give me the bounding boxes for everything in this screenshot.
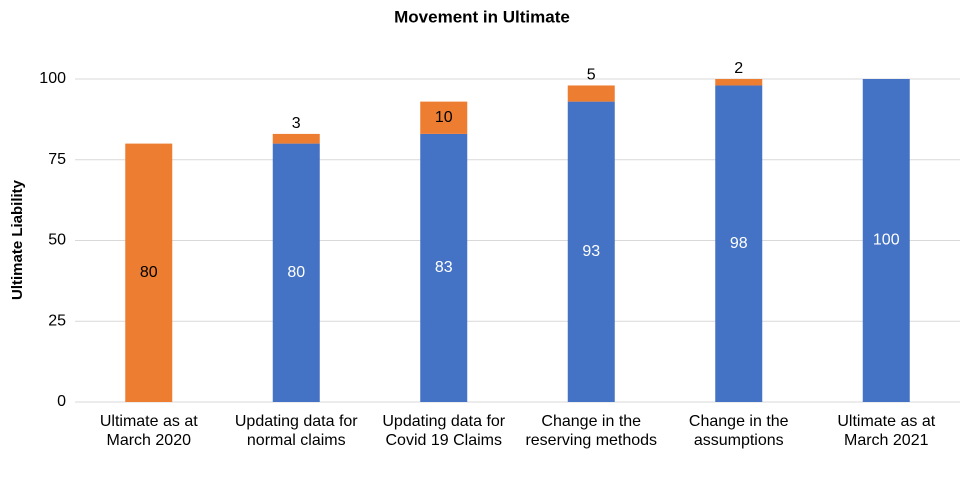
bar-segment	[420, 133, 468, 402]
data-label: 10	[435, 109, 453, 126]
y-tick-label: 50	[48, 232, 66, 249]
x-tick-label: Updating data for normal claims	[234, 413, 358, 449]
y-tick-label: 75	[48, 151, 66, 168]
data-label: 80	[140, 264, 158, 281]
data-label: 5	[587, 67, 596, 84]
bar-segment	[272, 143, 320, 402]
data-label: 93	[582, 243, 600, 260]
x-tick-label: Ultimate as at March 2021	[837, 413, 936, 449]
data-label: 2	[734, 60, 743, 77]
data-label: 100	[873, 232, 900, 249]
y-tick-label: 25	[48, 312, 66, 329]
data-label: 3	[292, 115, 301, 132]
x-tick-label: Updating data for Covid 19 Claims	[382, 413, 506, 449]
x-tick-label: Ultimate as at March 2020	[99, 413, 198, 449]
x-tick-label: Change in the assumptions	[688, 413, 789, 449]
chart-title: Movement in Ultimate	[394, 7, 570, 26]
bar-segment	[715, 79, 763, 86]
data-label: 83	[435, 259, 453, 276]
y-tick-label: 100	[39, 70, 66, 87]
x-tick-label: Change in the reserving methods	[525, 413, 658, 449]
y-tick-label: 0	[57, 393, 66, 410]
bar-segment	[125, 143, 173, 402]
bar-segment	[715, 85, 763, 403]
data-label: 80	[287, 264, 305, 281]
bar-segment	[420, 101, 468, 134]
y-axis-title: Ultimate Liability	[9, 179, 26, 300]
data-label: 98	[730, 235, 748, 252]
bar-segment	[862, 79, 910, 402]
bar-segment	[272, 133, 320, 144]
bar-segment	[567, 85, 615, 102]
bar-segment	[567, 101, 615, 403]
